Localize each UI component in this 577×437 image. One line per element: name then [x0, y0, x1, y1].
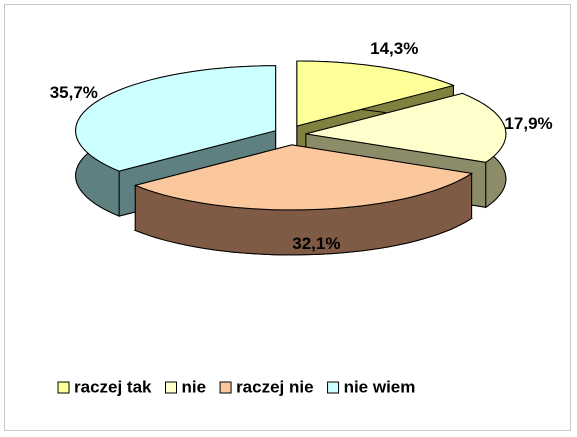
legend-label: nie: [182, 377, 207, 396]
data-label: 32,1%: [292, 234, 340, 253]
slice-top: [75, 65, 277, 172]
slice-top: [296, 60, 456, 127]
slice-top: [133, 144, 473, 211]
slice-top: [305, 92, 507, 163]
pie-slice: [133, 144, 473, 256]
data-label: 14,3%: [370, 39, 418, 58]
legend-label: nie wiem: [344, 377, 416, 396]
legend-label: raczej nie: [236, 377, 314, 396]
legend-swatch: [165, 381, 177, 394]
legend-swatch: [219, 381, 232, 394]
legend-swatch: [57, 381, 70, 394]
legend-label: raczej tak: [74, 377, 152, 396]
data-label: 35,7%: [50, 83, 98, 102]
legend-swatch: [327, 381, 340, 394]
data-label: 17,9%: [504, 114, 552, 133]
